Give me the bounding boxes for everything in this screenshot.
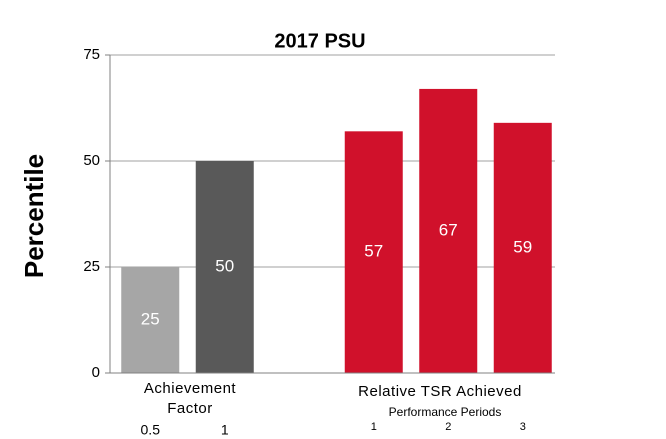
y-tick-label: 50 <box>83 152 100 169</box>
group-label: Relative TSR Achieved <box>358 383 522 400</box>
y-tick-label: 0 <box>92 364 100 381</box>
value-label: 59 <box>513 237 532 256</box>
group-label: Achievement Factor <box>143 380 237 417</box>
x-tick-label: 1 <box>221 422 229 438</box>
value-label: 67 <box>439 220 458 239</box>
value-label: 50 <box>215 256 234 275</box>
bar <box>419 88 478 374</box>
x-tick-label: 0.5 <box>141 422 161 438</box>
x-tick-label: 2 <box>445 421 451 433</box>
bar <box>344 131 403 373</box>
bar <box>493 122 552 373</box>
value-label: 57 <box>364 242 383 261</box>
chart-title: 2017 PSU <box>274 30 365 52</box>
x-tick-label: 1 <box>371 421 377 433</box>
bar <box>121 267 180 373</box>
x-tick-label: 3 <box>520 421 526 433</box>
y-tick-label: 75 <box>83 46 100 63</box>
x-axis-subtitle: Performance Periods <box>388 405 502 419</box>
y-tick-label: 25 <box>83 258 100 275</box>
y-axis-label: Percentile <box>19 154 49 278</box>
bar <box>195 161 254 373</box>
value-label: 25 <box>141 309 160 328</box>
